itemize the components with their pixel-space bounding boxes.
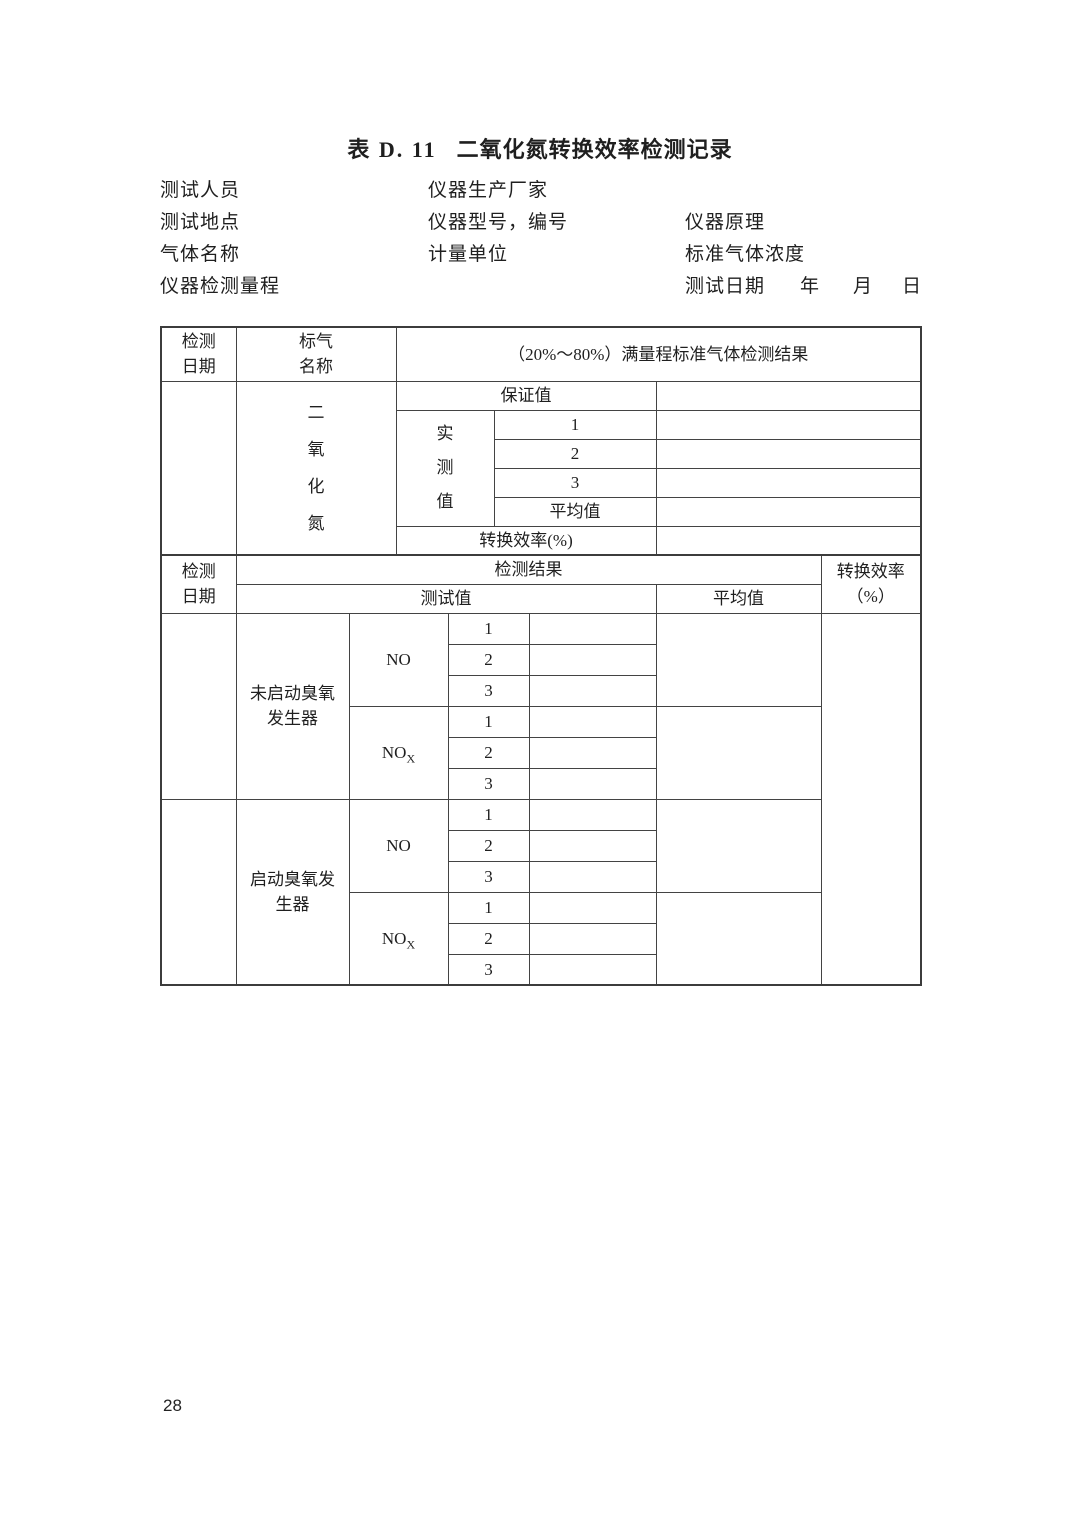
t2-g1-nox-row1-value-cell xyxy=(528,705,657,738)
page-title: 表 D. 11 二氧化氮转换效率检测记录 xyxy=(160,132,920,164)
t1-row3-value-cell xyxy=(655,467,922,498)
page-number: 28 xyxy=(163,1396,182,1415)
t2-g2-no-row2-value-cell xyxy=(528,829,657,862)
t2-header-result: 检测结果 xyxy=(235,554,822,585)
t1-header-date: 检测 日期 xyxy=(160,326,237,382)
t2-g2-label: 启动臭氧发 生器 xyxy=(235,798,350,986)
t1-efficiency-label: 转换效率(%) xyxy=(395,525,657,556)
record-tables: 检测 日期 标气 名称 （20%～80%）满量程标准气体检测结果 二 氧 化 氮… xyxy=(160,326,923,986)
t1-average-value-cell xyxy=(655,496,922,527)
t1-average-label: 平均值 xyxy=(493,496,657,527)
table-number-label: 表 D. 11 xyxy=(347,137,437,162)
info-row-2: 测试地点 仪器型号，编号 仪器原理 xyxy=(160,207,920,233)
t2-g2-no-row1-label: 1 xyxy=(447,798,530,831)
t2-g2-no-row3-label: 3 xyxy=(447,860,530,893)
t2-g2-nox-row2-value-cell xyxy=(528,922,657,955)
t2-g1-no-row1-label: 1 xyxy=(447,612,530,645)
t2-g1-no-row2-value-cell xyxy=(528,643,657,676)
t2-g1-no-label: NO xyxy=(348,612,449,707)
t1-date-cell xyxy=(160,380,237,556)
info-row-4: 仪器检测量程 测试日期 年 月 日 xyxy=(160,271,923,297)
t2-g1-nox-row1-label: 1 xyxy=(447,705,530,738)
t1-row2-value-cell xyxy=(655,438,922,469)
t2-g2-nox-row2-label: 2 xyxy=(447,922,530,955)
t2-g2-nox-row1-value-cell xyxy=(528,891,657,924)
no-label: NO xyxy=(386,650,411,669)
label-month: 月 xyxy=(853,276,874,297)
t2-g1-no-average-cell xyxy=(655,612,822,707)
label-location: 测试地点 xyxy=(160,212,241,233)
t1-guaranteed-value-cell xyxy=(655,380,922,411)
t2-header-date: 检测 日期 xyxy=(160,554,237,614)
t2-g1-nox-row2-label: 2 xyxy=(447,736,530,769)
t2-g2-nox-row3-value-cell xyxy=(528,953,657,986)
t1-guaranteed-label: 保证值 xyxy=(395,380,657,411)
label-tester: 测试人员 xyxy=(160,180,241,201)
t2-g1-nox-average-cell xyxy=(655,705,822,800)
t2-g1-label: 未启动臭氧 发生器 xyxy=(235,612,350,800)
label-gas-name: 气体名称 xyxy=(160,244,241,265)
t2-g1-no-row3-value-cell xyxy=(528,674,657,707)
t2-g1-no-row3-label: 3 xyxy=(447,674,530,707)
t1-efficiency-value-cell xyxy=(655,525,922,556)
nox-subscript: X xyxy=(406,751,416,766)
nox-label: NO xyxy=(381,928,407,948)
t2-g2-nox-average-cell xyxy=(655,891,822,986)
label-range: 仪器检测量程 xyxy=(160,276,281,297)
t2-header-test-value: 测试值 xyxy=(235,583,657,614)
label-year: 年 xyxy=(800,276,821,297)
t2-g1-nox-row3-label: 3 xyxy=(447,767,530,800)
t2-g1-nox-row3-value-cell xyxy=(528,767,657,800)
t2-g2-date-cell xyxy=(160,798,237,986)
t2-g1-nox-row2-value-cell xyxy=(528,736,657,769)
t2-g1-nox-label: NOX xyxy=(348,705,449,800)
t2-g1-date-cell xyxy=(160,612,237,800)
label-test-date: 测试日期 xyxy=(685,276,766,297)
t2-g2-no-row2-label: 2 xyxy=(447,829,530,862)
nox-label: NO xyxy=(381,743,407,762)
t2-g2-no-row3-value-cell xyxy=(528,860,657,893)
t1-row3-label: 3 xyxy=(493,467,657,498)
t2-g1-no-row2-label: 2 xyxy=(447,643,530,676)
label-std-concentration: 标准气体浓度 xyxy=(685,244,806,265)
t1-row2-label: 2 xyxy=(493,438,657,469)
t1-header-result: （20%～80%）满量程标准气体检测结果 xyxy=(395,326,922,382)
no-label: NO xyxy=(386,836,411,855)
t1-row1-value-cell xyxy=(655,409,922,440)
t1-measured-label: 实 测 值 xyxy=(395,409,495,527)
ozone-test-table: 检测 日期 检测结果 转换效率 （%） 测试值 平均值 未启动臭氧 发生器 NO… xyxy=(160,554,923,986)
table-title-label: 二氧化氮转换效率检测记录 xyxy=(456,137,733,162)
standard-gas-table: 检测 日期 标气 名称 （20%～80%）满量程标准气体检测结果 二 氧 化 氮… xyxy=(160,326,922,556)
document-page: 表 D. 11 二氧化氮转换效率检测记录 测试人员 仪器生产厂家 测试地点 仪器型… xyxy=(160,0,923,1527)
t2-g2-nox-row1-label: 1 xyxy=(447,891,530,924)
t2-efficiency-value-cell xyxy=(820,612,922,986)
label-day: 日 xyxy=(902,276,923,297)
info-row-1: 测试人员 仪器生产厂家 xyxy=(160,175,920,201)
t2-header-average: 平均值 xyxy=(655,583,822,614)
label-manufacturer: 仪器生产厂家 xyxy=(428,180,549,201)
t2-g2-no-label: NO xyxy=(348,798,449,893)
t1-gas-cell: 二 氧 化 氮 xyxy=(235,380,397,556)
info-row-3: 气体名称 计量单位 标准气体浓度 xyxy=(160,239,920,265)
label-unit: 计量单位 xyxy=(428,244,509,265)
t2-g2-nox-label: NOX xyxy=(348,891,449,986)
t2-g2-no-average-cell xyxy=(655,798,822,893)
t1-header-gas-name: 标气 名称 xyxy=(235,326,397,382)
label-principle: 仪器原理 xyxy=(685,212,766,233)
t1-row1-label: 1 xyxy=(493,409,657,440)
t2-g2-no-row1-value-cell xyxy=(528,798,657,831)
nox-subscript: X xyxy=(406,937,416,952)
t2-g2-nox-row3-label: 3 xyxy=(447,953,530,986)
label-model: 仪器型号，编号 xyxy=(428,212,569,233)
t2-header-efficiency: 转换效率 （%） xyxy=(820,554,922,614)
t2-g1-no-row1-value-cell xyxy=(528,612,657,645)
